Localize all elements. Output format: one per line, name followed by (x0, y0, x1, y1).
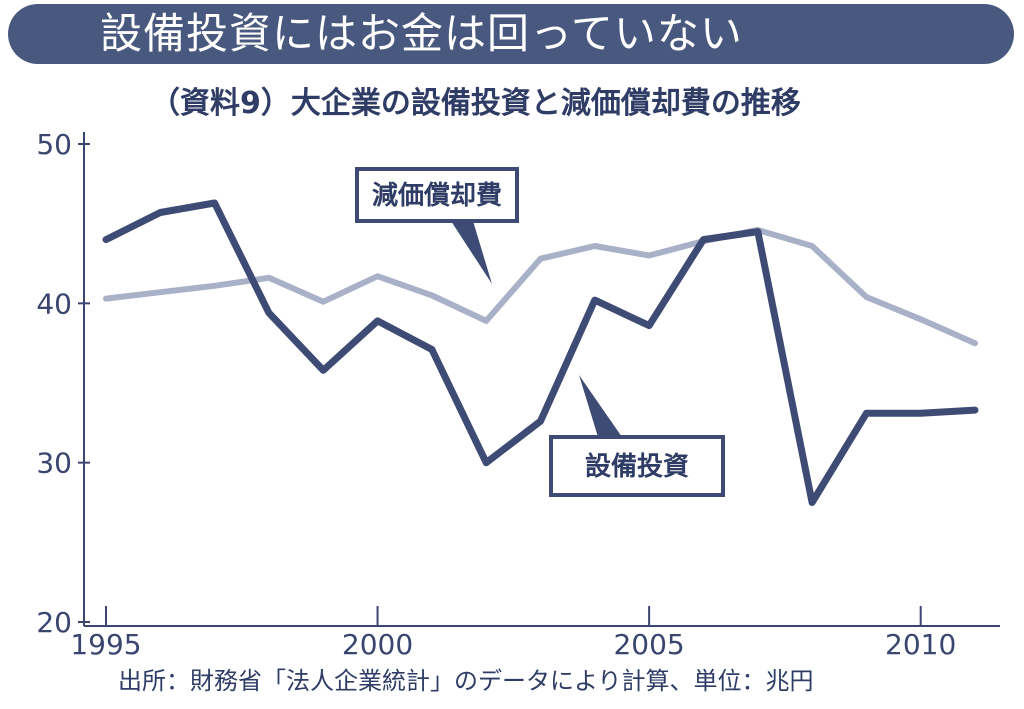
legend-callout-depreciation: 減価償却費 (355, 167, 519, 284)
page-title: 設備投資にはお金は回っていない (100, 9, 743, 58)
legend-callout-capex: 設備投資 (549, 375, 725, 497)
x-tick-label: 1995 (70, 628, 141, 661)
series-label: 設備投資 (585, 451, 689, 482)
chart-subtitle: （資料9）大企業の設備投資と減価償却費の推移 (150, 86, 801, 121)
x-tick-label: 2005 (613, 628, 684, 661)
x-tick-label: 2000 (342, 628, 413, 661)
chart-axes: 20 30 40 50 1995 2000 2005 2010 (36, 128, 1000, 661)
callout-pointer (579, 375, 622, 437)
y-tick-label: 50 (36, 128, 72, 161)
series-label: 減価償却費 (372, 181, 502, 211)
series-line-capex (102, 199, 979, 506)
y-tick-label: 30 (36, 447, 72, 480)
callout-pointer (451, 221, 492, 284)
callout-box (549, 435, 725, 497)
source-note: 出所：財務省「法人企業統計」のデータにより計算、単位：兆円 (118, 667, 814, 695)
y-tick-label: 20 (36, 606, 72, 639)
title-banner: 設備投資にはお金は回っていない (8, 4, 1014, 64)
chart-series (102, 199, 979, 506)
callout-box (355, 167, 519, 223)
y-tick-label: 40 (36, 287, 72, 320)
x-tick-label: 2010 (885, 628, 956, 661)
